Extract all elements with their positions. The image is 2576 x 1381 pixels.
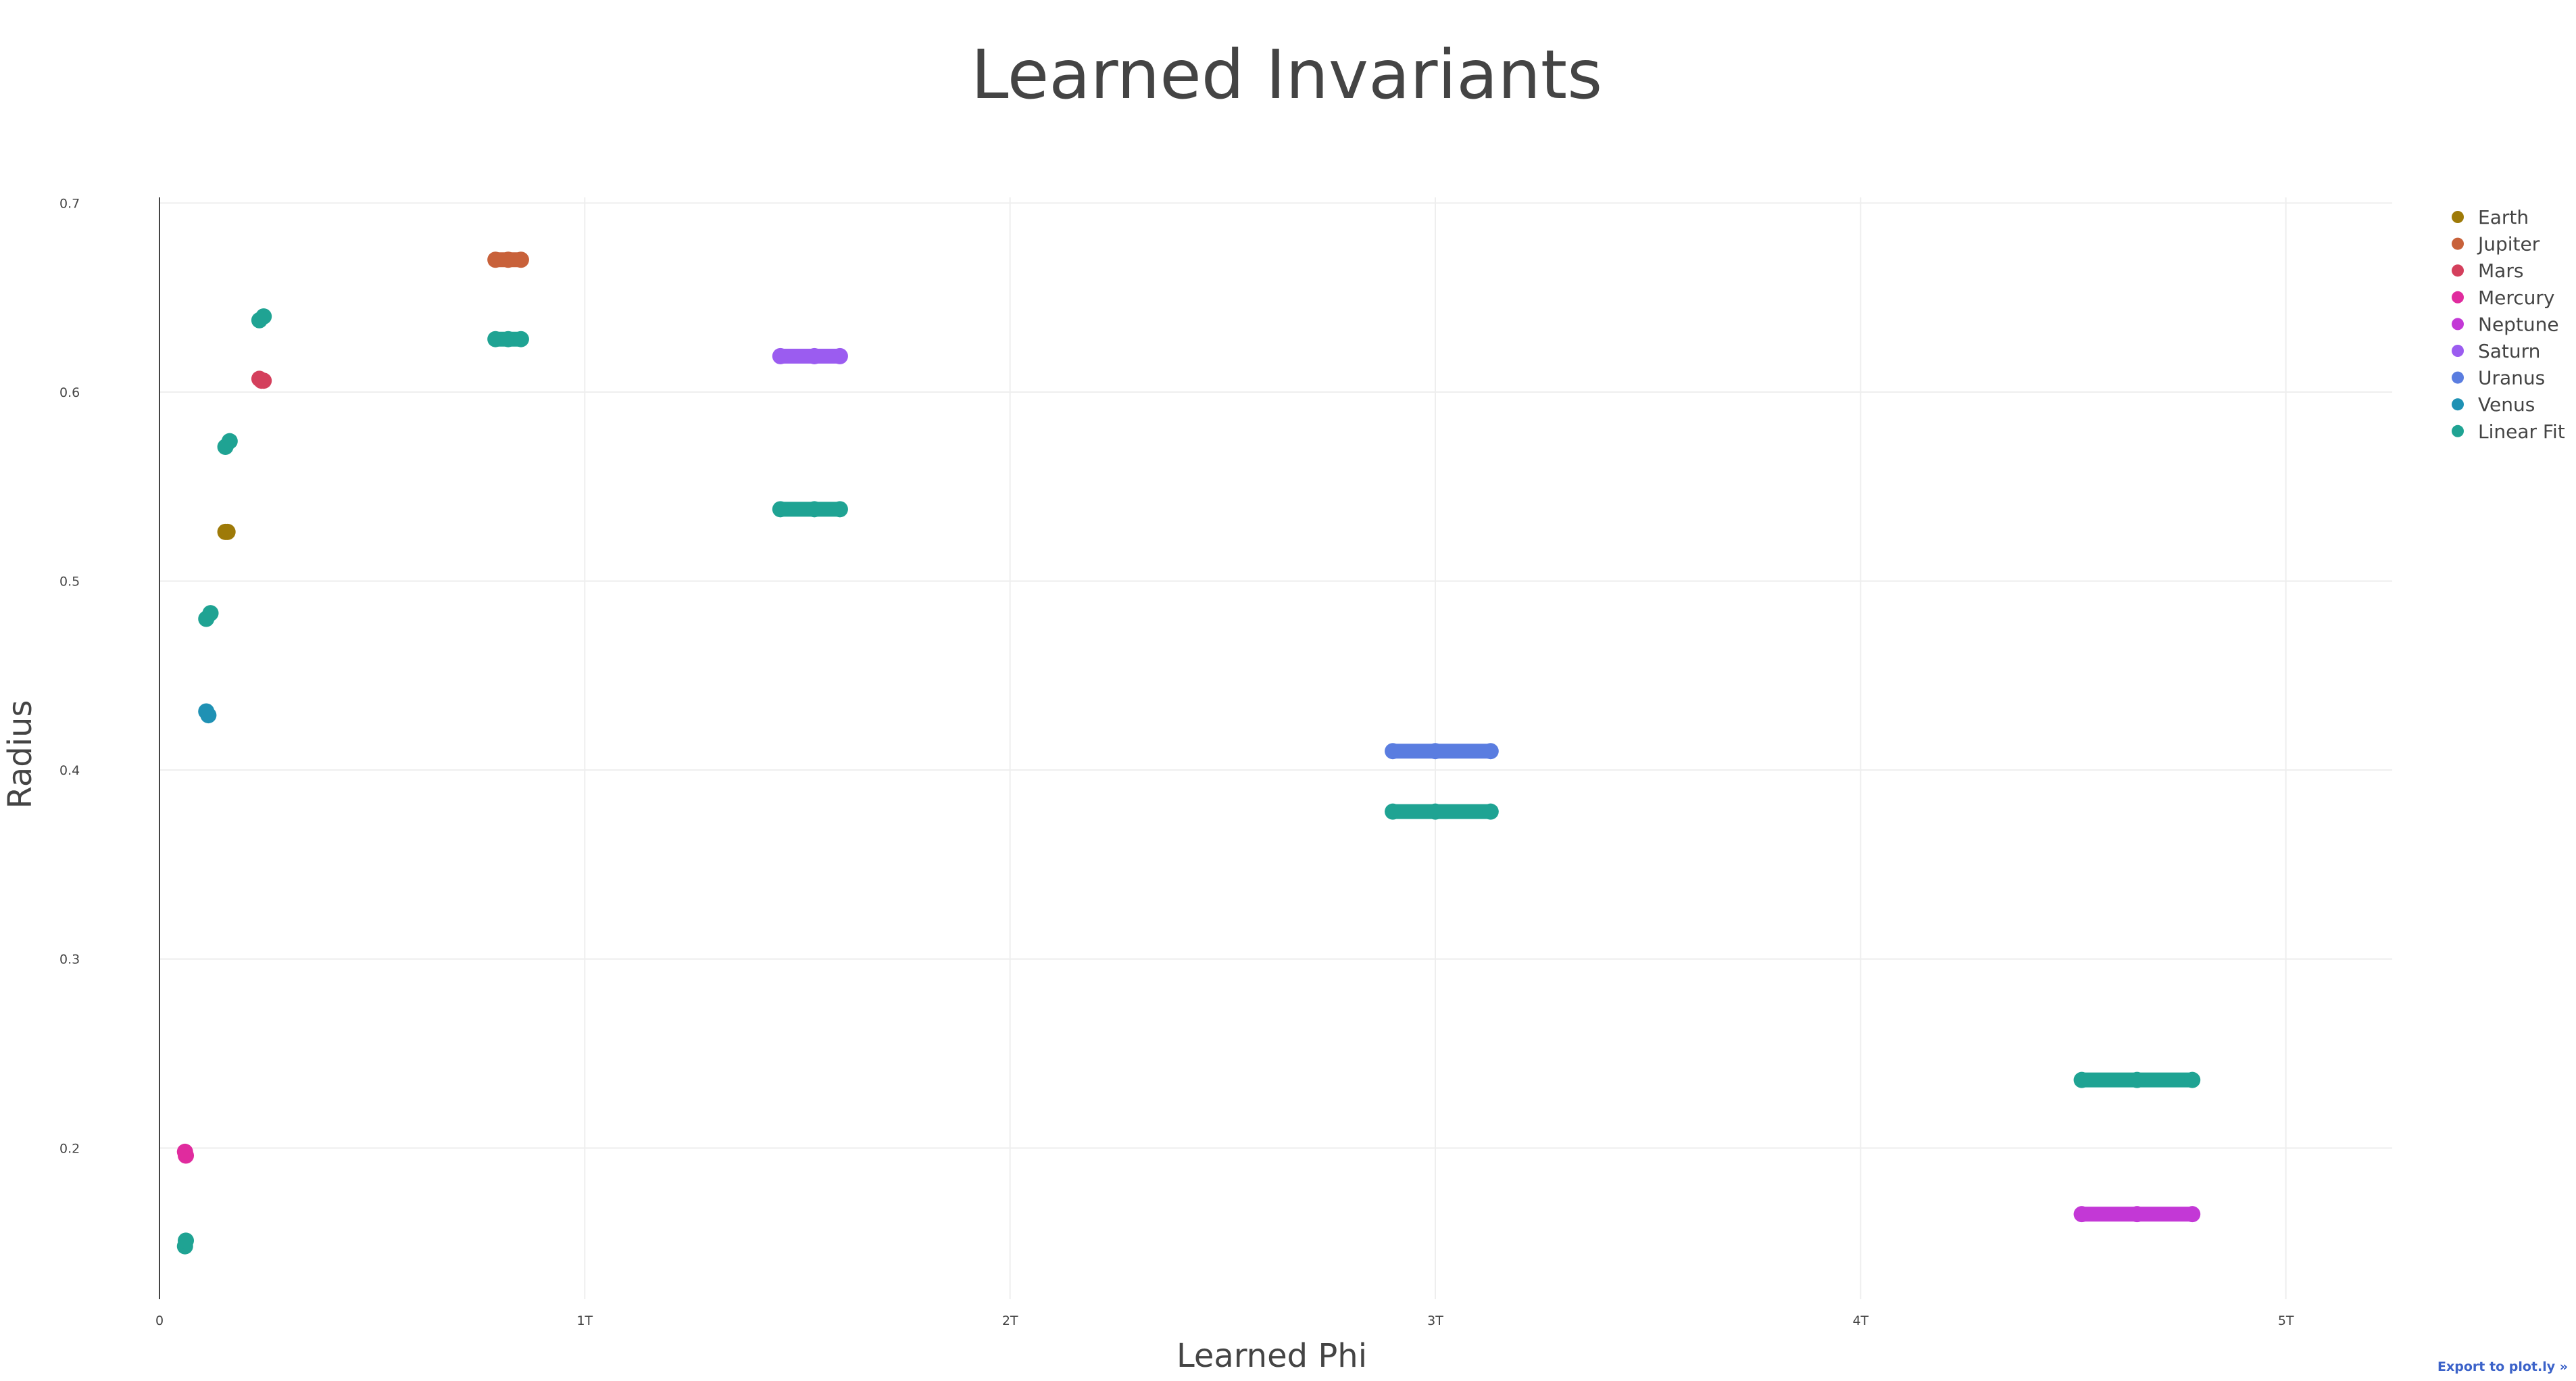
- x-tick-label: 5T: [2278, 1313, 2294, 1328]
- data-point: [178, 1232, 195, 1249]
- series-uranus: [1385, 743, 1499, 760]
- data-point: [2073, 1206, 2090, 1223]
- series-venus: [198, 703, 217, 724]
- y-tick-label: 0.7: [59, 196, 80, 211]
- data-point: [487, 331, 504, 347]
- legend-label[interactable]: Saturn: [2478, 340, 2540, 362]
- x-tick-label: 4T: [1852, 1313, 1868, 1328]
- data-point: [1482, 803, 1499, 820]
- y-tick-labels: 0.2 0.3 0.4 0.5 0.6 0.7: [59, 196, 80, 1156]
- legend-label[interactable]: Uranus: [2478, 367, 2545, 389]
- x-tick-label: 2T: [1002, 1313, 1018, 1328]
- series-neptune: [2073, 1206, 2201, 1223]
- data-point: [2129, 1071, 2146, 1088]
- legend-marker: [2452, 425, 2464, 437]
- data-point: [500, 251, 517, 268]
- y-tick-label: 0.5: [59, 575, 80, 589]
- x-tick-label: 1T: [576, 1313, 593, 1328]
- data-point: [2129, 1206, 2146, 1223]
- series-earth: [217, 523, 236, 540]
- legend-label[interactable]: Neptune: [2478, 313, 2559, 335]
- data-point: [221, 433, 238, 450]
- export-to-plotly-link[interactable]: Export to plot.ly »: [2437, 1359, 2568, 1374]
- data-point: [1385, 803, 1402, 820]
- data-point: [255, 372, 272, 389]
- series-mercury: [176, 1143, 195, 1164]
- data-point: [178, 1147, 195, 1164]
- x-tick-label: 3T: [1427, 1313, 1443, 1328]
- legend-marker: [2452, 237, 2464, 250]
- data-point: [255, 308, 272, 325]
- data-point: [512, 251, 529, 268]
- legend-marker: [2452, 318, 2464, 331]
- data-point: [219, 523, 236, 540]
- data-point: [500, 331, 517, 347]
- series-mars: [251, 370, 272, 389]
- data-point: [1482, 743, 1499, 760]
- data-point: [806, 501, 823, 518]
- data-point: [831, 501, 848, 518]
- chart-title: Learned Invariants: [971, 35, 1602, 114]
- data-point: [2073, 1071, 2090, 1088]
- legend-label[interactable]: Venus: [2478, 393, 2535, 416]
- data-point: [512, 331, 529, 347]
- data-point: [1427, 743, 1443, 760]
- series-markers: [176, 251, 2201, 1255]
- y-axis-title: Radius: [1, 700, 39, 809]
- grid-lines: [159, 197, 2392, 1299]
- y-tick-label: 0.6: [59, 385, 80, 400]
- legend-marker: [2452, 211, 2464, 223]
- y-tick-label: 0.3: [59, 952, 80, 967]
- legend-label[interactable]: Jupiter: [2477, 233, 2540, 256]
- data-point: [772, 501, 789, 518]
- legend-marker: [2452, 264, 2464, 277]
- series-linear-fit: [176, 308, 2201, 1255]
- y-tick-label: 0.4: [59, 763, 80, 778]
- legend-marker: [2452, 345, 2464, 357]
- legend-label[interactable]: Linear Fit: [2478, 420, 2565, 443]
- data-point: [1385, 743, 1402, 760]
- legend-label[interactable]: Mars: [2478, 260, 2523, 282]
- x-tick-label: 0: [155, 1313, 164, 1328]
- y-tick-label: 0.2: [59, 1141, 80, 1156]
- data-point: [1427, 803, 1443, 820]
- legend-marker: [2452, 371, 2464, 384]
- legend-marker: [2452, 291, 2464, 304]
- series-jupiter: [487, 251, 529, 268]
- legend-label[interactable]: Mercury: [2478, 287, 2555, 309]
- data-point: [200, 707, 217, 724]
- legend-marker: [2452, 398, 2464, 411]
- series-saturn: [772, 347, 848, 364]
- data-point: [202, 605, 219, 622]
- data-point: [831, 347, 848, 364]
- data-point: [806, 347, 823, 364]
- legend: Earth Jupiter Mars Mercury Neptune Saturn Uran…: [2452, 206, 2565, 443]
- data-point: [2184, 1206, 2201, 1223]
- x-tick-labels: 0 1T 2T 3T 4T 5T: [155, 1313, 2294, 1328]
- data-point: [487, 251, 504, 268]
- data-point: [772, 347, 789, 364]
- x-axis-title: Learned Phi: [1176, 1337, 1367, 1375]
- data-point: [2184, 1071, 2201, 1088]
- legend-label[interactable]: Earth: [2478, 206, 2529, 228]
